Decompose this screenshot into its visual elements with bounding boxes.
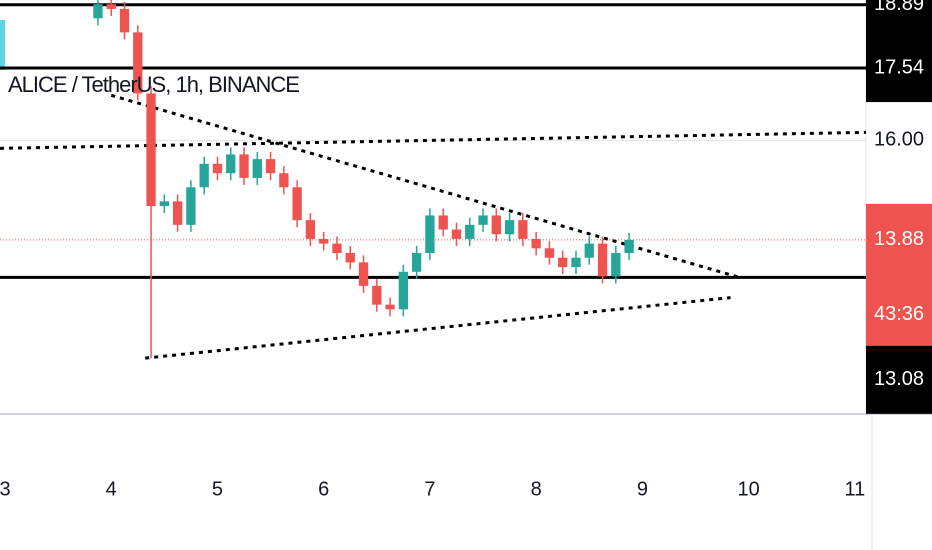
candle-body (212, 163, 223, 174)
candle-body (451, 229, 462, 239)
candle-body (106, 4, 116, 9)
candle-body (186, 187, 196, 225)
candle-body (119, 8, 130, 33)
trend-line (0, 130, 867, 150)
candle-body (584, 243, 594, 258)
candle-body (305, 220, 316, 239)
y-tick-label: 16.00 (874, 129, 924, 151)
x-tick-label: 9 (637, 478, 648, 500)
candle-body (398, 271, 409, 310)
candle-body (611, 253, 621, 277)
symbol-marker (0, 20, 5, 70)
chart-title: ALICE / TetherUS, 1h, BINANCE (8, 72, 299, 97)
candle-body (172, 201, 183, 225)
candle-body (425, 215, 435, 253)
x-tick-label: 11 (844, 478, 865, 500)
candle-body (319, 238, 329, 244)
candle-body (438, 215, 448, 230)
x-tick-label: 5 (212, 478, 223, 500)
x-tick-label: 4 (106, 478, 117, 500)
candle-body (252, 159, 262, 178)
current-price-label: 13.88 (874, 228, 924, 250)
candle-body (239, 154, 249, 178)
x-tick-label: 7 (424, 478, 435, 500)
candle-body (199, 163, 209, 188)
candle-body (146, 93, 156, 207)
price-badge-label: 17.54 (874, 56, 924, 78)
candle-body (385, 304, 395, 310)
x-tick-label: 6 (318, 478, 329, 500)
countdown-label: 43:36 (874, 303, 924, 325)
candle-body (531, 238, 541, 249)
price-badge (866, 345, 932, 414)
candle-body (226, 154, 236, 174)
current-price-badge (866, 203, 932, 350)
candle-body (332, 243, 342, 253)
candle-body (279, 173, 289, 188)
price-badge (866, 34, 932, 103)
candle-body (133, 32, 143, 94)
candle-body (504, 220, 515, 235)
candle-body (292, 187, 302, 221)
x-tick-label: 10 (737, 478, 759, 500)
candle-body (558, 257, 568, 268)
candle-body (411, 253, 422, 272)
trend-line (110, 93, 742, 280)
price-badge-label: 18.89 (874, 0, 924, 15)
candle-body (265, 159, 276, 174)
candle-body (358, 262, 369, 286)
trend-line (145, 296, 731, 360)
candle-body (372, 285, 382, 305)
candle-body (624, 239, 634, 253)
candle-body (597, 243, 608, 277)
candle-body (491, 215, 501, 235)
candle-body (478, 215, 488, 225)
x-tick-label: 8 (531, 478, 542, 500)
candle-body (518, 220, 528, 239)
price-badge (866, 0, 932, 39)
candle-body (465, 224, 475, 239)
candle-body (571, 257, 581, 268)
candle-body (544, 248, 555, 258)
candle-body (93, 4, 103, 19)
price-badge-label: 13.08 (874, 368, 924, 390)
candle-body (345, 253, 355, 263)
x-tick-label: 3 (0, 478, 11, 500)
candle-body (159, 201, 169, 207)
